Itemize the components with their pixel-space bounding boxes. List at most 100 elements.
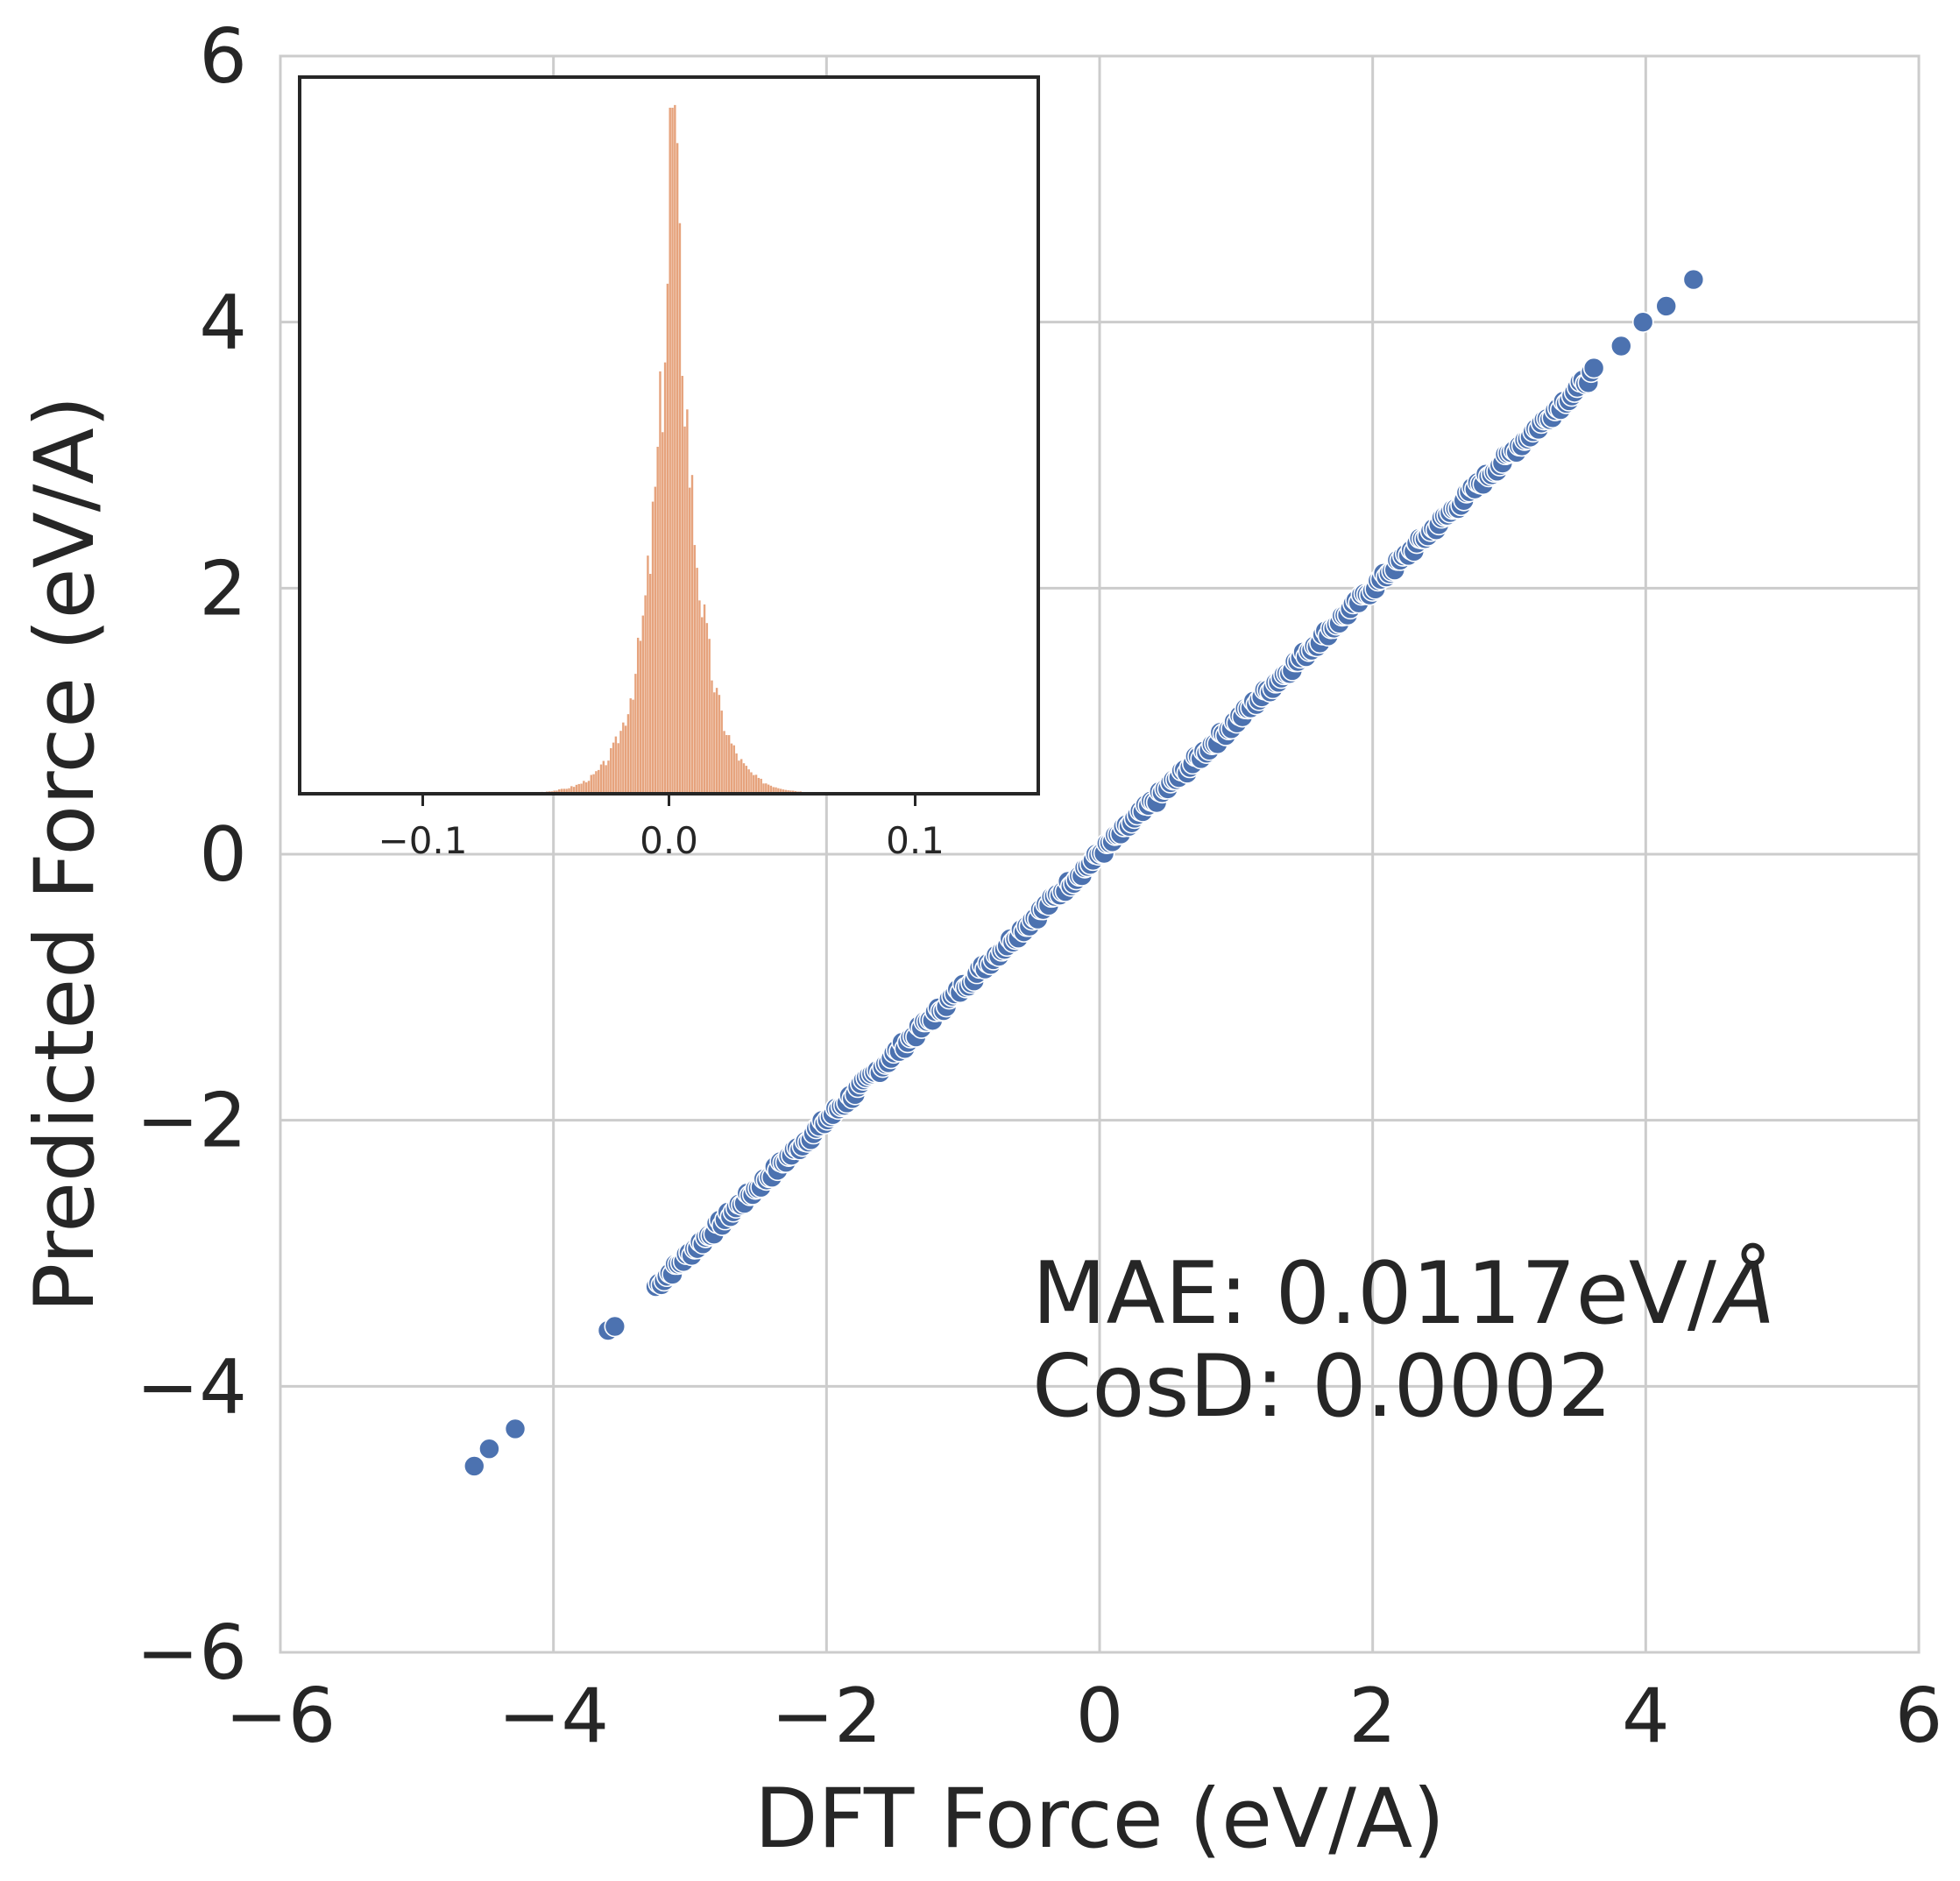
inset-x-tick-label: 0.1 (886, 819, 945, 862)
histogram-bar (777, 788, 780, 794)
x-tick-labels: −6 −4 −2 0 2 4 6 (225, 1672, 1943, 1760)
y-tick-label: 6 (199, 13, 247, 101)
histogram-bar (723, 731, 725, 794)
histogram-bar (568, 788, 570, 794)
histogram-bar (583, 781, 585, 794)
histogram-bar (595, 771, 598, 794)
histogram-bar (610, 747, 612, 794)
histogram-bar (767, 784, 770, 794)
histogram-bar (590, 774, 592, 794)
scatter-point (504, 1418, 527, 1440)
histogram-bar (644, 595, 647, 794)
histogram-bar (779, 788, 782, 794)
histogram-bar (563, 788, 566, 794)
histogram-bar (739, 759, 743, 794)
scatter-point (1655, 295, 1678, 317)
histogram-bar (693, 545, 697, 794)
histogram-bar (747, 769, 750, 794)
histogram-bar (659, 371, 662, 794)
histogram-bar (647, 555, 649, 794)
inset-x-tick-label: −0.1 (379, 819, 468, 862)
histogram-bar (636, 637, 640, 794)
histogram-bar (651, 501, 655, 794)
main-plot-frame (279, 54, 1921, 1654)
scatter-point (604, 1315, 626, 1338)
histogram-bar (624, 725, 627, 794)
histogram-bar (662, 432, 664, 794)
histogram-bar (696, 568, 698, 794)
x-tick-label: 4 (1622, 1672, 1670, 1760)
histogram-bar (720, 711, 723, 794)
scatter-point (1682, 268, 1705, 291)
y-axis-label: Predicted Force (eV/A) (18, 396, 113, 1313)
histogram-bar (765, 783, 768, 794)
histogram-bar (772, 787, 775, 794)
scatter-point (1582, 357, 1605, 379)
mae-annotation: MAE: 0.0117eV/Å (1032, 1243, 1775, 1344)
histogram-bar (760, 778, 762, 794)
x-tick-label: −2 (771, 1672, 882, 1760)
histogram-bar (666, 283, 669, 794)
x-axis-label: DFT Force (eV/A) (754, 1771, 1445, 1867)
histogram-bar (742, 763, 746, 794)
histogram-bar (715, 688, 718, 794)
histogram-bar (711, 680, 713, 794)
histogram-bar (782, 789, 785, 794)
histogram-bar (701, 617, 704, 794)
histogram-bar (698, 600, 701, 794)
y-tick-label: 0 (199, 811, 247, 899)
histogram-bar (713, 692, 716, 794)
histogram-bar (622, 722, 625, 794)
histogram-bar (703, 604, 706, 794)
histogram-bar (745, 766, 748, 794)
histogram-bar (669, 107, 671, 794)
histogram-bar (688, 487, 691, 794)
mae-unit: Å (1711, 1243, 1775, 1344)
y-tick-label: −4 (136, 1343, 247, 1431)
histogram-bar (602, 760, 605, 794)
histogram-bar (708, 639, 711, 794)
histogram-bar (617, 743, 619, 794)
histogram-bar (639, 640, 642, 794)
histogram-bar (619, 731, 622, 794)
histogram-bar (599, 764, 603, 794)
scatter-point (1631, 311, 1654, 333)
x-tick-label: −4 (498, 1672, 609, 1760)
histogram-bar (632, 699, 634, 794)
scatter-point (478, 1438, 500, 1460)
x-tick-label: 6 (1895, 1672, 1943, 1760)
histogram-bar (577, 783, 580, 794)
histogram-bar (769, 785, 773, 794)
histogram-bar (784, 789, 787, 794)
y-tick-label: −2 (136, 1078, 247, 1165)
histogram-bar (656, 446, 659, 794)
histogram-bar (732, 745, 735, 794)
y-tick-label: −6 (136, 1609, 247, 1697)
histogram-bar (683, 426, 686, 794)
histogram-bar (587, 781, 591, 794)
histogram-bar (735, 753, 738, 794)
histogram-bar (634, 674, 637, 794)
histogram-bar (674, 104, 676, 794)
histogram-bar (775, 787, 777, 794)
x-tick-label: 0 (1076, 1672, 1124, 1760)
y-tick-labels: −6 −4 −2 0 2 4 6 (136, 13, 247, 1697)
histogram-bar (605, 765, 607, 794)
histogram-bar (607, 760, 610, 794)
histogram-bar (560, 788, 563, 794)
histogram-bar (663, 362, 667, 794)
scatter-point (1610, 335, 1632, 357)
histogram-bar (598, 769, 600, 794)
histogram-bar (762, 783, 765, 794)
histogram-bar (629, 698, 632, 794)
histogram-bar (686, 409, 689, 794)
histogram-bar (565, 788, 568, 794)
histogram-bar (718, 695, 721, 794)
cosd-annotation: CosD: 0.0002 (1032, 1337, 1612, 1437)
histogram-bar (690, 475, 694, 794)
histogram-bar (738, 760, 740, 794)
inset-x-tick-label: 0.0 (640, 819, 698, 862)
y-tick-label: 4 (199, 279, 247, 367)
mae-label: MAE: 0.0117eV/ (1032, 1244, 1717, 1344)
histogram-bar (575, 784, 578, 794)
